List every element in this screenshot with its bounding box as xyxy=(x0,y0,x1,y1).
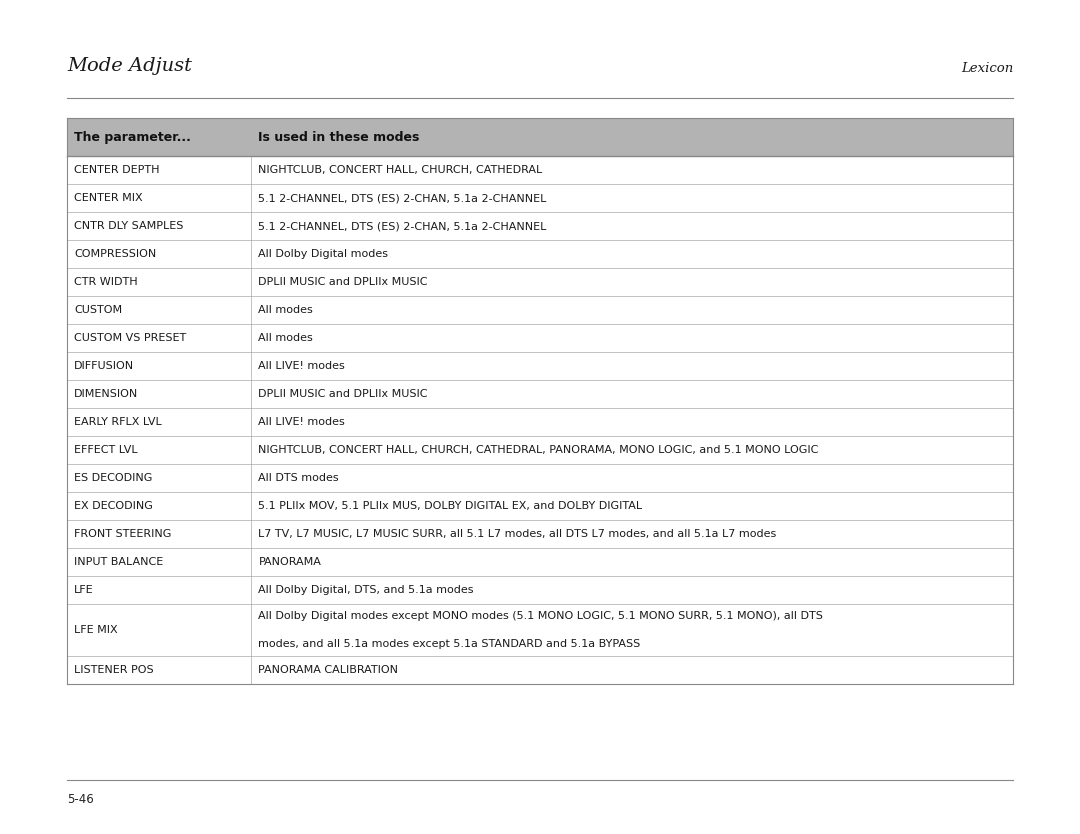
Text: PANORAMA: PANORAMA xyxy=(258,557,322,567)
Text: All LIVE! modes: All LIVE! modes xyxy=(258,361,346,371)
Text: INPUT BALANCE: INPUT BALANCE xyxy=(75,557,163,567)
Text: The parameter...: The parameter... xyxy=(75,130,191,143)
Text: EFFECT LVL: EFFECT LVL xyxy=(75,445,137,455)
Bar xyxy=(67,118,1013,156)
Text: CENTER MIX: CENTER MIX xyxy=(75,193,143,203)
Text: 5.1 2-CHANNEL, DTS (ES) 2-CHAN, 5.1a 2-CHANNEL: 5.1 2-CHANNEL, DTS (ES) 2-CHAN, 5.1a 2-C… xyxy=(258,221,546,231)
Text: EARLY RFLX LVL: EARLY RFLX LVL xyxy=(75,417,162,427)
Text: DIMENSION: DIMENSION xyxy=(75,389,138,399)
Text: CUSTOM: CUSTOM xyxy=(75,305,122,315)
Text: All Dolby Digital modes: All Dolby Digital modes xyxy=(258,249,389,259)
Text: CUSTOM VS PRESET: CUSTOM VS PRESET xyxy=(75,333,186,343)
Text: CNTR DLY SAMPLES: CNTR DLY SAMPLES xyxy=(75,221,184,231)
Text: Lexicon: Lexicon xyxy=(961,62,1013,75)
Text: COMPRESSION: COMPRESSION xyxy=(75,249,157,259)
Text: 5.1 PLIIx MOV, 5.1 PLIIx MUS, DOLBY DIGITAL EX, and DOLBY DIGITAL: 5.1 PLIIx MOV, 5.1 PLIIx MUS, DOLBY DIGI… xyxy=(258,501,643,511)
Text: All Dolby Digital modes except MONO modes (5.1 MONO LOGIC, 5.1 MONO SURR, 5.1 MO: All Dolby Digital modes except MONO mode… xyxy=(258,611,823,621)
Text: PANORAMA CALIBRATION: PANORAMA CALIBRATION xyxy=(258,665,399,675)
Text: All DTS modes: All DTS modes xyxy=(258,473,339,483)
Text: 5.1 2-CHANNEL, DTS (ES) 2-CHAN, 5.1a 2-CHANNEL: 5.1 2-CHANNEL, DTS (ES) 2-CHAN, 5.1a 2-C… xyxy=(258,193,546,203)
Text: All modes: All modes xyxy=(258,305,313,315)
Text: ES DECODING: ES DECODING xyxy=(75,473,152,483)
Text: FRONT STEERING: FRONT STEERING xyxy=(75,529,172,539)
Text: CENTER DEPTH: CENTER DEPTH xyxy=(75,165,160,175)
Text: LFE MIX: LFE MIX xyxy=(75,625,118,635)
Text: NIGHTCLUB, CONCERT HALL, CHURCH, CATHEDRAL: NIGHTCLUB, CONCERT HALL, CHURCH, CATHEDR… xyxy=(258,165,543,175)
Text: L7 TV, L7 MUSIC, L7 MUSIC SURR, all 5.1 L7 modes, all DTS L7 modes, and all 5.1a: L7 TV, L7 MUSIC, L7 MUSIC SURR, all 5.1 … xyxy=(258,529,777,539)
Text: DPLII MUSIC and DPLIIx MUSIC: DPLII MUSIC and DPLIIx MUSIC xyxy=(258,389,428,399)
Text: All LIVE! modes: All LIVE! modes xyxy=(258,417,346,427)
Text: Is used in these modes: Is used in these modes xyxy=(258,130,420,143)
Text: CTR WIDTH: CTR WIDTH xyxy=(75,277,137,287)
Text: DIFFUSION: DIFFUSION xyxy=(75,361,134,371)
Text: modes, and all 5.1a modes except 5.1a STANDARD and 5.1a BYPASS: modes, and all 5.1a modes except 5.1a ST… xyxy=(258,639,640,649)
Text: LISTENER POS: LISTENER POS xyxy=(75,665,153,675)
Text: 5-46: 5-46 xyxy=(67,793,94,806)
Text: All Dolby Digital, DTS, and 5.1a modes: All Dolby Digital, DTS, and 5.1a modes xyxy=(258,585,474,595)
Text: DPLII MUSIC and DPLIIx MUSIC: DPLII MUSIC and DPLIIx MUSIC xyxy=(258,277,428,287)
Text: LFE: LFE xyxy=(75,585,94,595)
Text: NIGHTCLUB, CONCERT HALL, CHURCH, CATHEDRAL, PANORAMA, MONO LOGIC, and 5.1 MONO L: NIGHTCLUB, CONCERT HALL, CHURCH, CATHEDR… xyxy=(258,445,819,455)
Text: All modes: All modes xyxy=(258,333,313,343)
Text: Mode Adjust: Mode Adjust xyxy=(67,57,192,75)
Text: EX DECODING: EX DECODING xyxy=(75,501,153,511)
